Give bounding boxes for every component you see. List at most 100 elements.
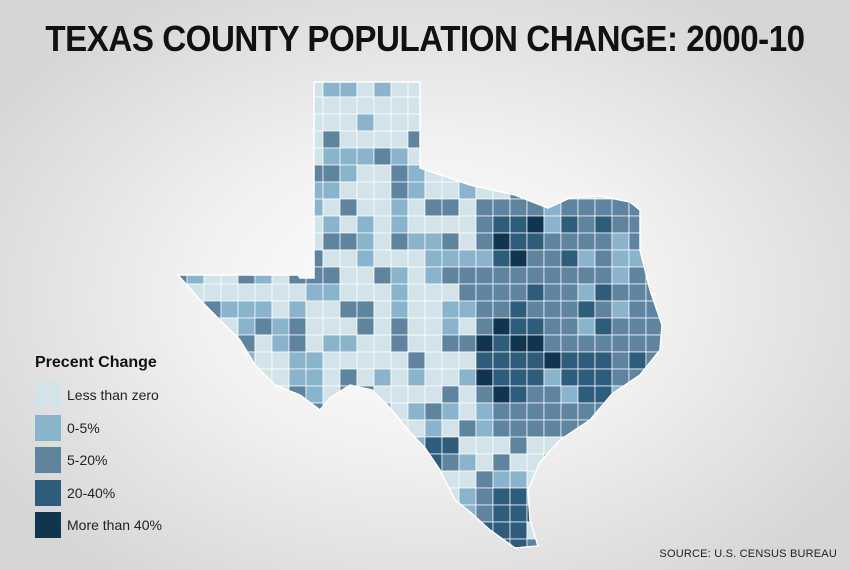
county-shape [578,165,595,182]
county-shape [425,471,442,488]
county-shape [374,267,391,284]
county-shape [391,97,408,114]
county-shape [357,131,374,148]
county-shape [595,148,612,165]
county-shape [459,284,476,301]
legend-item: Less than zero [35,382,162,408]
county-shape [595,318,612,335]
county-shape [595,454,612,471]
county-shape [527,539,544,556]
county-shape [561,182,578,199]
county-shape [289,420,306,437]
county-shape [578,216,595,233]
county-shape [340,505,357,522]
county-shape [544,471,561,488]
county-shape [561,165,578,182]
county-shape [323,301,340,318]
county-shape [323,386,340,403]
county-shape [544,488,561,505]
county-shape [170,403,187,420]
county-shape [357,437,374,454]
county-shape [204,352,221,369]
county-shape [578,471,595,488]
county-shape [340,131,357,148]
county-shape [255,318,272,335]
county-shape [340,250,357,267]
county-shape [374,284,391,301]
county-shape [442,284,459,301]
county-shape [476,284,493,301]
county-shape [663,386,680,403]
county-shape [323,199,340,216]
county-shape [340,165,357,182]
county-shape [510,114,527,131]
county-shape [306,284,323,301]
county-shape [204,437,221,454]
county-shape [476,318,493,335]
county-shape [374,471,391,488]
county-shape [527,556,544,570]
county-shape [323,437,340,454]
county-shape [272,437,289,454]
county-shape [357,148,374,165]
county-shape [289,505,306,522]
county-shape [289,352,306,369]
county-shape [289,539,306,556]
county-shape [238,284,255,301]
county-shape [357,233,374,250]
county-shape [391,318,408,335]
county-shape [340,420,357,437]
county-shape [323,97,340,114]
county-shape [170,454,187,471]
county-shape [357,318,374,335]
county-shape [238,488,255,505]
legend-swatch [35,512,61,538]
county-shape [493,403,510,420]
county-shape [544,437,561,454]
county-shape [459,97,476,114]
county-shape [442,131,459,148]
county-shape [170,216,187,233]
county-shape [476,131,493,148]
county-shape [493,199,510,216]
county-shape [646,250,663,267]
county-shape [255,420,272,437]
county-shape [425,114,442,131]
county-shape [578,148,595,165]
county-shape [272,403,289,420]
county-shape [204,471,221,488]
county-shape [238,97,255,114]
county-shape [170,386,187,403]
county-shape [221,284,238,301]
county-shape [425,250,442,267]
county-shape [374,216,391,233]
county-shape [595,233,612,250]
county-shape [527,420,544,437]
county-shape [629,267,646,284]
county-shape [221,131,238,148]
county-shape [289,318,306,335]
county-shape [476,420,493,437]
county-shape [493,165,510,182]
county-shape [391,131,408,148]
county-shape [527,216,544,233]
county-shape [391,335,408,352]
county-shape [204,335,221,352]
county-shape [544,335,561,352]
county-shape [187,369,204,386]
county-shape [408,301,425,318]
county-shape [459,352,476,369]
county-shape [595,420,612,437]
county-shape [476,233,493,250]
county-shape [306,556,323,570]
county-shape [238,250,255,267]
county-shape [527,199,544,216]
county-shape [357,556,374,570]
county-shape [544,556,561,570]
county-shape [187,471,204,488]
county-shape [391,267,408,284]
county-shape [442,182,459,199]
county-shape [561,233,578,250]
county-shape [612,335,629,352]
county-shape [612,522,629,539]
